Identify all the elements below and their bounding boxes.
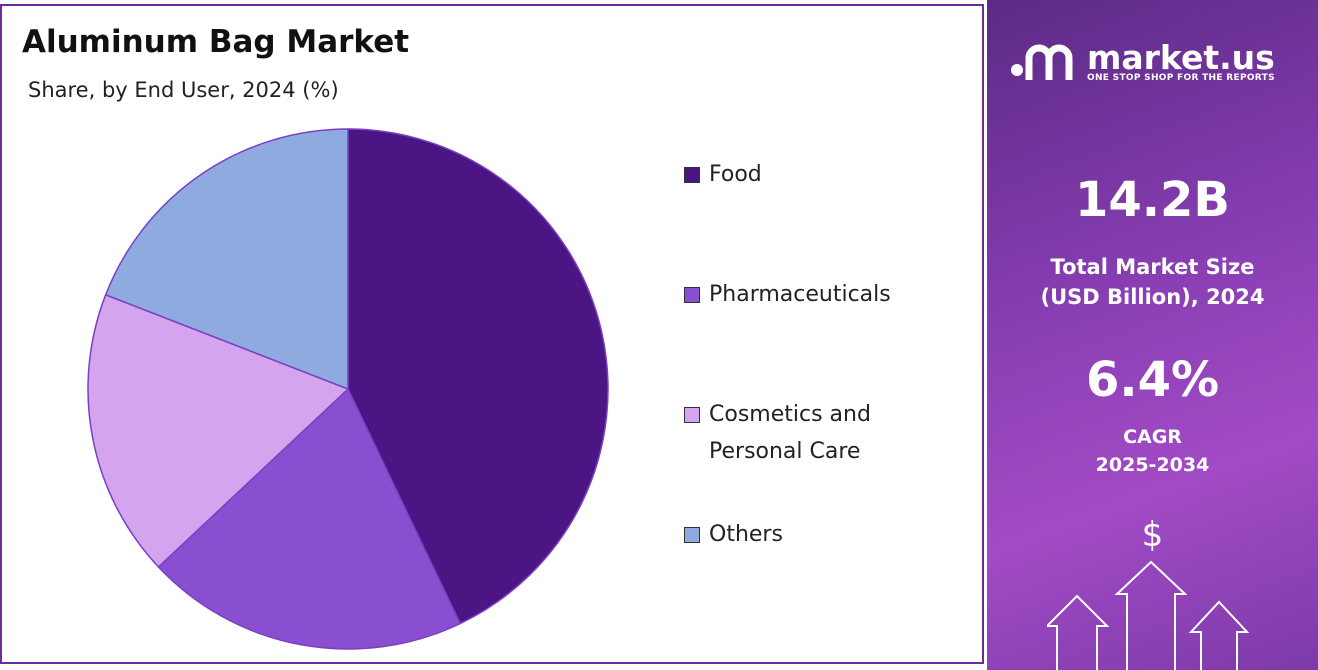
cagr-label: CAGR: [1123, 426, 1182, 448]
legend-swatch: [684, 167, 700, 183]
chart-panel: Aluminum Bag Market Share, by End User, …: [0, 4, 984, 664]
legend-item: Pharmaceuticals: [684, 276, 944, 313]
brand: market.us: [1087, 38, 1275, 77]
pie-slice: [347, 128, 609, 625]
dollar-icon: $: [1141, 515, 1164, 555]
cagr: 6.4%: [1085, 352, 1220, 408]
legend-item: Cosmetics and Personal Care: [684, 396, 944, 470]
legend-item: Food: [684, 156, 944, 193]
legend-swatch: [684, 287, 700, 303]
legend-label: Pharmaceuticals: [709, 282, 891, 307]
legend-label: Cosmetics and Personal Care: [709, 402, 871, 464]
pie-chart: [87, 128, 609, 650]
market-size-label: (USD Billion), 2024: [1040, 285, 1265, 309]
legend-swatch: [684, 407, 700, 423]
logo-icon: [1011, 44, 1073, 80]
legend-item: Others: [684, 516, 944, 553]
market-size: 14.2B: [1074, 172, 1230, 228]
tagline: ONE STOP SHOP FOR THE REPORTS: [1087, 73, 1275, 83]
market-size-label: Total Market Size: [1050, 255, 1255, 279]
cagr-label: 2025-2034: [1095, 454, 1210, 476]
pie-slice: [157, 387, 462, 650]
legend-label: Food: [709, 162, 762, 187]
legend-swatch: [684, 527, 700, 543]
chart-subtitle: Share, by End User, 2024 (%): [28, 78, 339, 102]
arrows-decoration: [1047, 560, 1250, 670]
side-panel: market.us ONE STOP SHOP FOR THE REPORTS …: [987, 0, 1318, 670]
pie-slice: [87, 293, 350, 569]
chart-title: Aluminum Bag Market: [22, 24, 410, 60]
legend-label: Others: [709, 522, 783, 547]
pie-slice: [104, 128, 349, 391]
